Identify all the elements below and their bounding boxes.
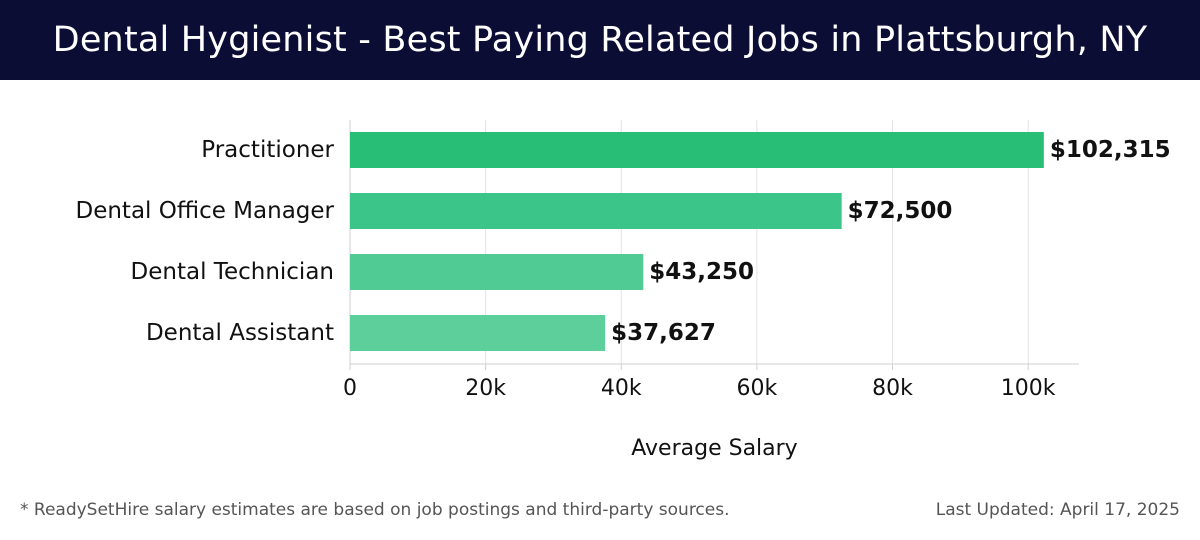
last-updated: Last Updated: April 17, 2025 xyxy=(935,500,1180,520)
bar xyxy=(350,315,606,351)
x-tick-label: 20k xyxy=(465,376,506,401)
chart-header: Dental Hygienist - Best Paying Related J… xyxy=(0,0,1200,80)
value-label: $72,500 xyxy=(848,198,953,224)
category-label: Dental Assistant xyxy=(146,320,334,346)
category-label: Practitioner xyxy=(201,137,334,163)
value-label: $37,627 xyxy=(611,320,716,346)
x-tick-label: 40k xyxy=(601,376,642,401)
x-tick-label: 100k xyxy=(1001,376,1056,401)
bar xyxy=(350,132,1044,168)
x-tick-label: 0 xyxy=(343,376,357,401)
footnote: * ReadySetHire salary estimates are base… xyxy=(20,500,730,520)
bar xyxy=(350,254,644,290)
value-label: $102,315 xyxy=(1050,137,1171,163)
bar-chart: Practitioner $102,315 Dental Office Manage… xyxy=(75,120,1171,461)
category-label: Dental Office Manager xyxy=(75,198,334,224)
category-label: Dental Technician xyxy=(131,259,334,285)
bar xyxy=(350,193,842,229)
x-tick-label: 80k xyxy=(872,376,913,401)
x-tick-label: 60k xyxy=(737,376,778,401)
x-axis-label: Average Salary xyxy=(631,436,797,461)
chart-title: Dental Hygienist - Best Paying Related J… xyxy=(52,20,1148,60)
value-label: $43,250 xyxy=(649,259,754,285)
